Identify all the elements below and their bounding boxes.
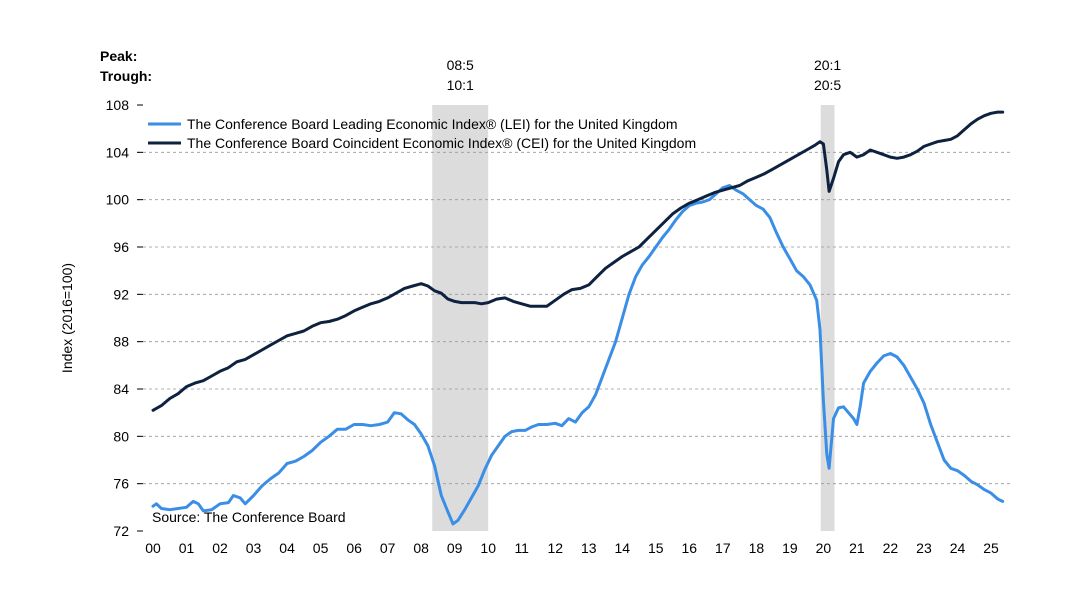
legend: The Conference Board Leading Economic In…	[148, 116, 696, 151]
y-tick-label-92: 92	[113, 286, 129, 302]
x-tick-label-13: 13	[581, 540, 597, 556]
series-lines	[151, 110, 1005, 526]
x-tick-label-14: 14	[614, 540, 630, 556]
y-tick-label-104: 104	[106, 144, 130, 160]
x-tick-label-19: 19	[782, 540, 798, 556]
y-tick-label-108: 108	[106, 97, 130, 113]
y-tick-label-100: 100	[106, 192, 130, 208]
y-tick-label-88: 88	[113, 334, 129, 350]
y-tick-label-96: 96	[113, 239, 129, 255]
y-axis-label: Index (2016=100)	[59, 263, 75, 373]
trough-header: Trough:	[100, 68, 152, 84]
source-note: Source: The Conference Board	[152, 509, 346, 525]
y-axis: 72 76 80 84 88 92 96 100 104 108	[106, 97, 143, 539]
x-tick-label-05: 05	[313, 540, 329, 556]
y-tick-label-76: 76	[113, 476, 129, 492]
x-tick-label-17: 17	[715, 540, 731, 556]
series-line-lei	[151, 184, 1005, 526]
y-tick-label-80: 80	[113, 428, 129, 444]
x-tick-label-12: 12	[547, 540, 563, 556]
recession-trough-label-1: 20:5	[814, 77, 841, 93]
x-axis: 00 01 02 03 04 05 06 07 08 09 10 11 12 13 14 15 16 17 18 19…	[145, 540, 999, 556]
series-line-cei	[151, 110, 1005, 412]
x-tick-label-11: 11	[514, 540, 529, 556]
recession-band-0	[432, 105, 489, 531]
x-tick-label-16: 16	[682, 540, 698, 556]
x-tick-label-21: 21	[849, 540, 865, 556]
recession-trough-label-0: 10:1	[447, 77, 474, 93]
x-tick-label-01: 01	[179, 540, 195, 556]
x-tick-label-24: 24	[950, 540, 966, 556]
legend-label-cei: The Conference Board Coincident Economic…	[187, 135, 696, 151]
x-tick-label-22: 22	[883, 540, 899, 556]
x-tick-label-08: 08	[413, 540, 429, 556]
legend-label-lei: The Conference Board Leading Economic In…	[187, 116, 677, 132]
recession-peak-label-0: 08:5	[447, 57, 474, 73]
y-tick-label-72: 72	[113, 523, 129, 539]
y-tick-label-84: 84	[113, 381, 129, 397]
x-tick-label-03: 03	[246, 540, 262, 556]
x-tick-label-15: 15	[648, 540, 664, 556]
x-tick-label-23: 23	[916, 540, 932, 556]
gridlines	[137, 151, 1013, 485]
recession-annotations: 08:5 10:1 20:1 20:5	[447, 57, 842, 93]
peak-header: Peak:	[100, 48, 137, 64]
x-tick-label-00: 00	[145, 540, 161, 556]
x-tick-label-04: 04	[279, 540, 295, 556]
x-tick-label-09: 09	[447, 540, 463, 556]
recession-peak-label-1: 20:1	[814, 57, 841, 73]
x-tick-label-07: 07	[380, 540, 396, 556]
x-tick-label-25: 25	[983, 540, 999, 556]
x-tick-label-10: 10	[480, 540, 496, 556]
x-tick-label-06: 06	[346, 540, 362, 556]
x-tick-label-02: 02	[212, 540, 228, 556]
x-tick-label-20: 20	[816, 540, 832, 556]
x-tick-label-18: 18	[749, 540, 765, 556]
